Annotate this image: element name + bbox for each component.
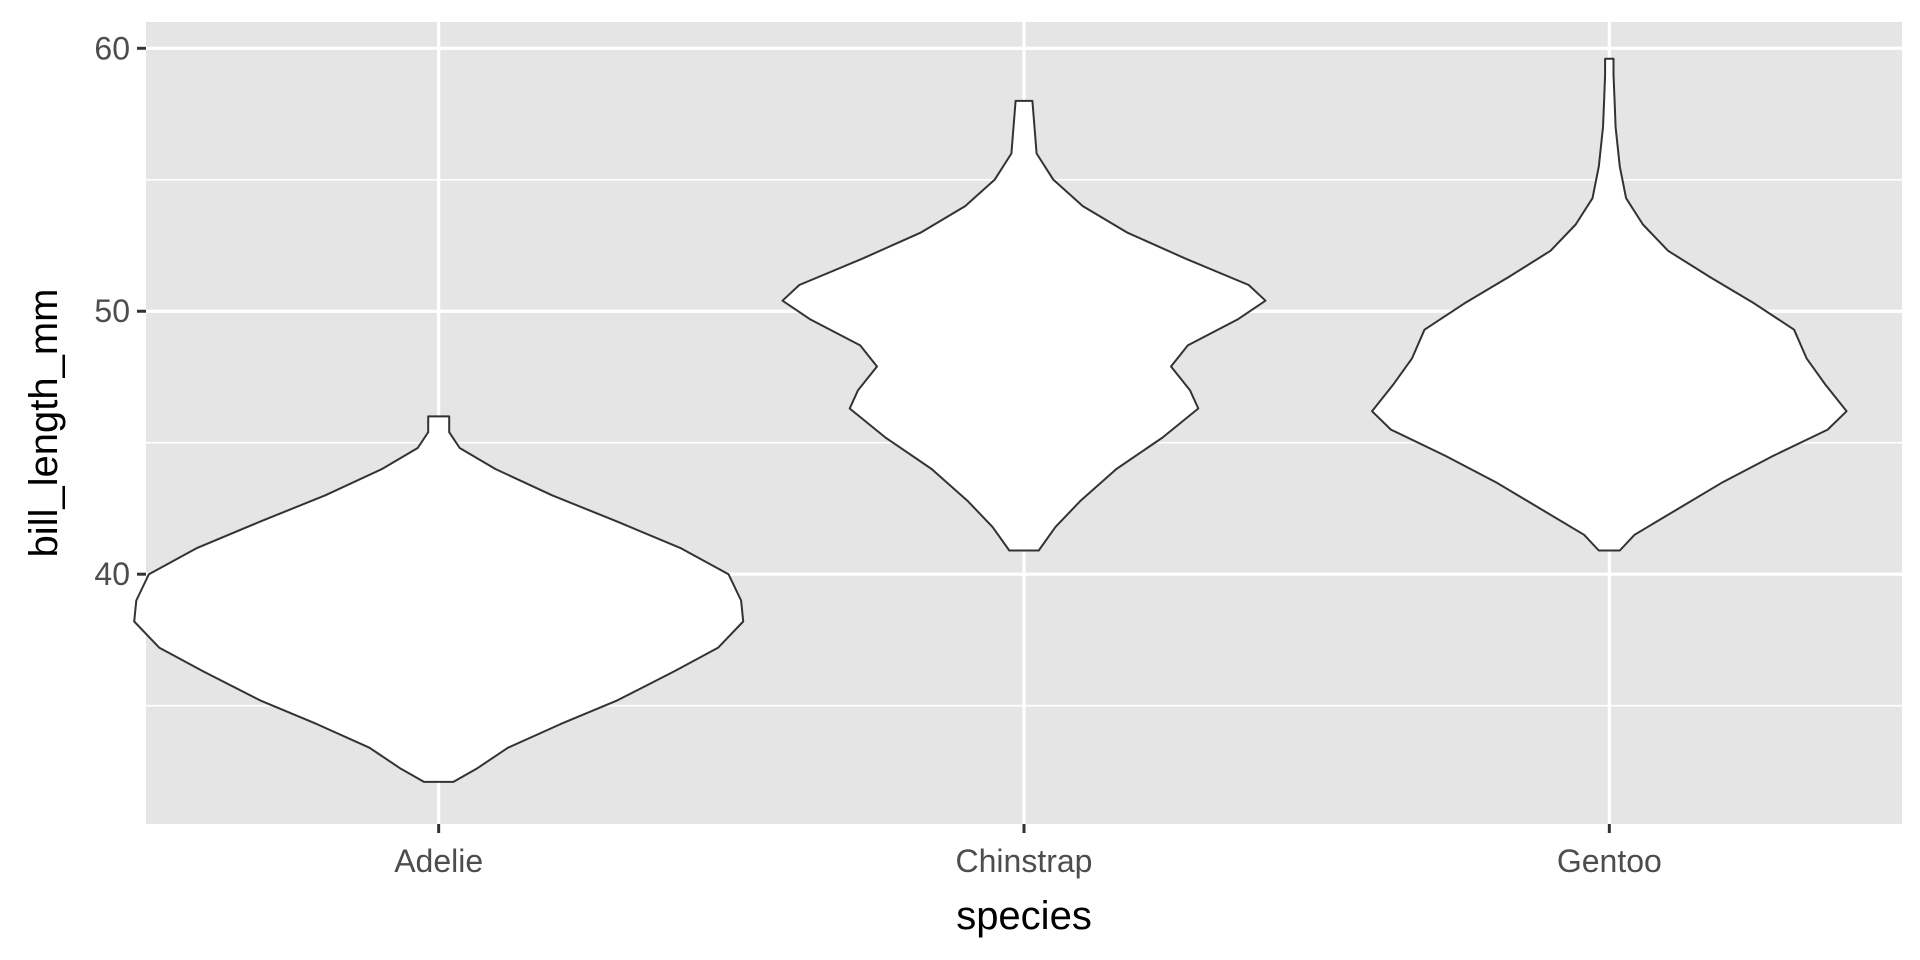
x-tick-label: Gentoo — [1557, 843, 1662, 879]
violin-chinstrap — [781, 99, 1267, 552]
y-axis-title: bill_length_mm — [22, 288, 66, 557]
x-tick-label: Chinstrap — [956, 843, 1093, 879]
violin-adelie — [133, 415, 745, 783]
y-tick-label: 60 — [94, 30, 130, 66]
y-tick-label: 40 — [94, 556, 130, 592]
x-axis: Adelie Chinstrap Gentoo — [394, 824, 1662, 879]
violin-gentoo — [1371, 57, 1848, 552]
y-axis: 40 50 60 — [94, 30, 146, 592]
x-axis-title: species — [956, 894, 1092, 938]
x-tick-label: Adelie — [394, 843, 483, 879]
violins — [133, 57, 1848, 783]
y-tick-label: 50 — [94, 293, 130, 329]
